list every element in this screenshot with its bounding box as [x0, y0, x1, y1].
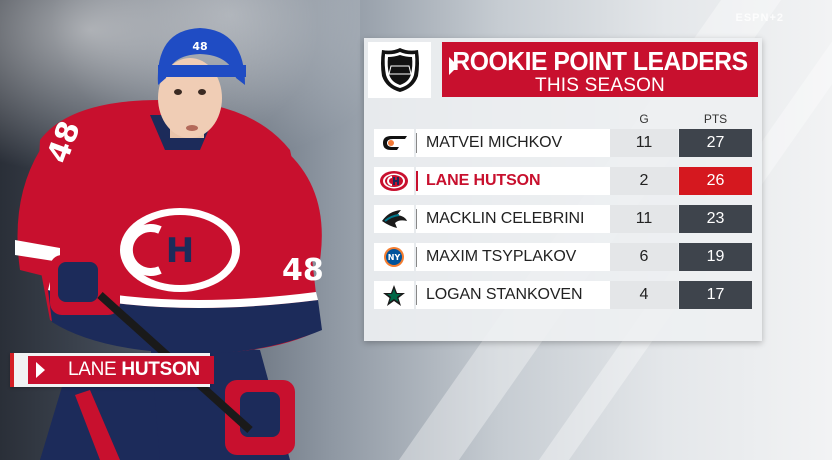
leaderboard-row-highlighted: LANE HUTSON 2 26 [374, 167, 752, 195]
points-value: 26 [679, 167, 752, 195]
goals-value: 11 [610, 205, 678, 233]
svg-text:48: 48 [282, 253, 324, 288]
column-header-points: PTS [703, 112, 728, 126]
leaderboard-title: ROOKIE POINT LEADERS [452, 46, 748, 76]
leaderboard-row: NY MAXIM TSYPLAKOV 6 19 [374, 243, 752, 271]
column-header-goals: G [639, 112, 649, 126]
name-tag-background [28, 356, 214, 384]
player-name-cell: LOGAN STANKOVEN [416, 281, 610, 309]
svg-text:H: H [166, 231, 194, 271]
goals-value: 6 [610, 243, 678, 271]
goals-value: 11 [610, 129, 678, 157]
player-photo: H 48 48 48 [15, 28, 324, 460]
points-value: 17 [679, 281, 752, 309]
chevron-right-icon [449, 57, 458, 75]
player-name-cell: MACKLIN CELEBRINI [416, 205, 610, 233]
leaderboard-panel: ROOKIE POINT LEADERS THIS SEASON G PTS M… [364, 38, 762, 341]
league-logo [368, 42, 431, 98]
leaderboard-subtitle: THIS SEASON [535, 75, 665, 96]
player-last-name: HUTSON [121, 359, 200, 380]
title-banner: ROOKIE POINT LEADERS THIS SEASON [442, 42, 758, 97]
stars-logo-icon [374, 281, 414, 309]
leaderboard-row: LOGAN STANKOVEN 4 17 [374, 281, 752, 309]
player-name: MACKLIN CELEBRINI [426, 210, 585, 227]
network-watermark: ESPN+2 [735, 12, 784, 24]
svg-text:NY: NY [388, 253, 401, 262]
nhl-shield-icon [380, 48, 419, 92]
player-name-cell: MATVEI MICHKOV [416, 129, 610, 157]
name-tag-edge [10, 353, 14, 387]
player-name: LOGAN STANKOVEN [426, 286, 583, 303]
chevron-right-icon [36, 362, 45, 378]
points-value: 19 [679, 243, 752, 271]
goals-value: 4 [610, 281, 678, 309]
goals-value: 2 [610, 167, 678, 195]
svg-text:48: 48 [192, 40, 207, 53]
player-name-cell: LANE HUTSON [416, 167, 610, 195]
flyers-logo-icon [374, 129, 414, 157]
leaderboard-row: MACKLIN CELEBRINI 11 23 [374, 205, 752, 233]
player-first-name: LANE [68, 359, 117, 380]
player-name-tag: LANE HUTSON [10, 353, 214, 387]
leaderboard-row: MATVEI MICHKOV 11 27 [374, 129, 752, 157]
player-name: MAXIM TSYPLAKOV [426, 248, 577, 265]
points-value: 27 [679, 129, 752, 157]
player-name-cell: MAXIM TSYPLAKOV [416, 243, 610, 271]
player-name: LANE HUTSON [426, 172, 541, 189]
islanders-logo-icon: NY [374, 243, 414, 271]
points-value: 23 [679, 205, 752, 233]
player-name: MATVEI MICHKOV [426, 134, 563, 151]
sharks-logo-icon [374, 205, 414, 233]
player-name-label: LANE HUTSON [68, 353, 200, 387]
canadiens-logo-icon [374, 167, 414, 195]
